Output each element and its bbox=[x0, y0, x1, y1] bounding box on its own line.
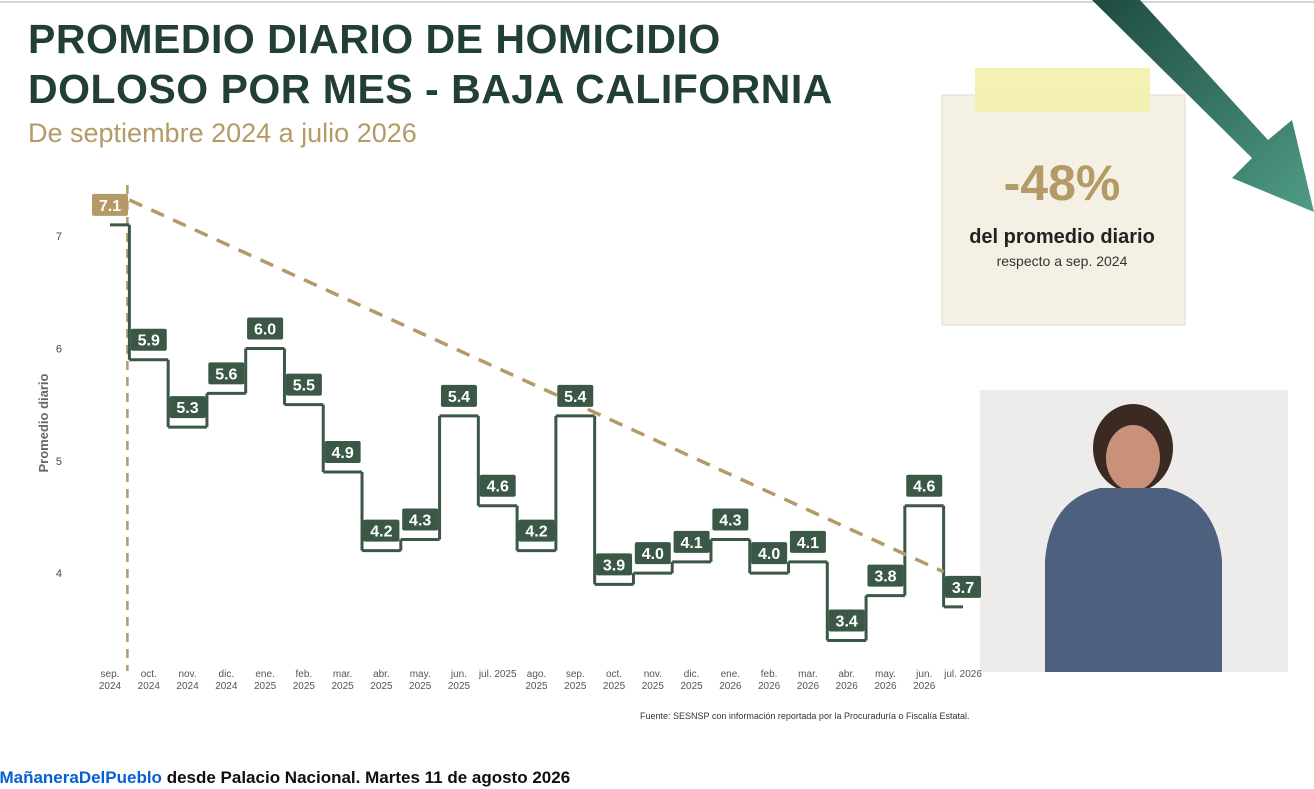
value-label: 4.1 bbox=[797, 535, 819, 552]
value-label: 5.3 bbox=[176, 400, 198, 417]
value-label-box bbox=[130, 328, 167, 351]
x-tick-label: nov. 2025 bbox=[641, 669, 664, 692]
value-label-box bbox=[285, 373, 322, 396]
y-tick-label: 7 bbox=[56, 231, 62, 243]
x-tick-label: mar. 2025 bbox=[331, 669, 354, 692]
caption-text: desde Palacio Nacional. Martes 11 de ago… bbox=[166, 768, 571, 787]
callout-line: respecto a sep. 2024 bbox=[997, 253, 1128, 269]
tape bbox=[975, 68, 1150, 112]
x-tick-label: abr. 2026 bbox=[835, 669, 858, 692]
value-label: 4.1 bbox=[680, 535, 702, 552]
value-label-box bbox=[324, 441, 361, 464]
arrow-decoration bbox=[1092, 0, 1314, 212]
value-label: 4.2 bbox=[370, 524, 392, 541]
x-tick-label: may. 2025 bbox=[409, 669, 432, 692]
value-label-box bbox=[867, 564, 904, 587]
chart-title: PROMEDIO DIARIO DE HOMICIDIO bbox=[28, 16, 721, 62]
value-label-box bbox=[906, 474, 943, 497]
hashtag[interactable]: #MañaneraDelPueblo bbox=[0, 768, 162, 787]
value-label: 7.1 bbox=[99, 198, 121, 215]
value-label-box bbox=[596, 553, 633, 576]
value-label: 4.0 bbox=[642, 546, 664, 563]
value-label: 4.3 bbox=[719, 512, 741, 529]
value-label-box bbox=[92, 193, 128, 216]
x-tick-label: jun. 2025 bbox=[447, 669, 471, 692]
value-label-box bbox=[518, 519, 555, 542]
value-label-box bbox=[363, 519, 400, 542]
x-tick-label: ene. 2025 bbox=[253, 669, 277, 692]
value-label-box bbox=[557, 384, 594, 407]
value-label-box bbox=[208, 362, 245, 385]
y-tick-label: 5 bbox=[56, 456, 62, 468]
value-label: 6.0 bbox=[254, 321, 276, 338]
value-label: 5.4 bbox=[448, 389, 470, 406]
x-tick-label: sep. 2024 bbox=[98, 669, 122, 692]
value-label-box bbox=[828, 609, 865, 632]
x-tick-label: jul. 2026 bbox=[944, 669, 982, 680]
x-tick-label: feb. 2025 bbox=[292, 669, 315, 692]
trend-line bbox=[128, 198, 945, 574]
value-label: 4.0 bbox=[758, 546, 780, 563]
value-label: 3.4 bbox=[836, 614, 858, 631]
chart-subtitle: De septiembre 2024 a julio 2026 bbox=[28, 118, 417, 148]
value-label-box bbox=[247, 317, 284, 340]
y-tick-label: 4 bbox=[56, 568, 62, 580]
value-label: 3.7 bbox=[952, 580, 974, 597]
x-tick-label: dic. 2024 bbox=[215, 669, 238, 692]
caption: #MañaneraDelPueblo desde Palacio Naciona… bbox=[0, 768, 570, 788]
value-label: 5.4 bbox=[564, 389, 586, 406]
x-tick-label: ene. 2026 bbox=[719, 669, 742, 692]
x-tick-label: may. 2026 bbox=[874, 669, 897, 692]
x-tick-label: nov. 2024 bbox=[176, 669, 199, 692]
value-label: 4.2 bbox=[525, 524, 547, 541]
x-tick-label: abr. 2025 bbox=[370, 669, 393, 692]
x-tick-label: sep. 2025 bbox=[564, 669, 587, 692]
source-note: Fuente: SESNSP con información reportada… bbox=[640, 711, 970, 721]
callout-line: del promedio diario bbox=[969, 226, 1155, 248]
x-tick-label: ago. 2025 bbox=[525, 669, 548, 692]
value-label: 3.9 bbox=[603, 557, 625, 574]
x-tick-label: oct. 2025 bbox=[602, 669, 626, 692]
y-axis-label: Promedio diario bbox=[36, 373, 51, 472]
x-tick-label: feb. 2026 bbox=[758, 669, 781, 692]
value-label-box bbox=[634, 542, 671, 565]
x-tick-label: oct. 2024 bbox=[137, 669, 160, 692]
value-label-box bbox=[789, 530, 826, 553]
value-label-box bbox=[169, 396, 206, 419]
y-tick-label: 6 bbox=[56, 343, 62, 355]
x-tick-label: jul. 2025 bbox=[478, 669, 517, 680]
value-label: 4.3 bbox=[409, 512, 431, 529]
x-tick-label: mar. 2026 bbox=[796, 669, 820, 692]
value-label: 5.9 bbox=[138, 333, 160, 350]
value-label: 5.6 bbox=[215, 366, 237, 383]
value-label: 5.5 bbox=[293, 378, 315, 395]
chart-title: DOLOSO POR MES - BAJA CALIFORNIA bbox=[28, 66, 833, 112]
value-label-box bbox=[440, 384, 477, 407]
value-label-box bbox=[712, 508, 749, 531]
value-label: 3.8 bbox=[874, 569, 896, 586]
value-label-box bbox=[402, 508, 439, 531]
callout-card bbox=[941, 94, 1186, 326]
value-label-box bbox=[673, 530, 710, 553]
callout-value: -48% bbox=[1004, 155, 1121, 211]
value-label: 4.9 bbox=[332, 445, 354, 462]
x-tick-label: jun. 2026 bbox=[913, 669, 936, 692]
value-label-box bbox=[479, 474, 516, 497]
value-label-box bbox=[751, 542, 788, 565]
value-label: 4.6 bbox=[487, 479, 509, 496]
interpreter-body bbox=[1045, 488, 1222, 672]
value-label-box bbox=[945, 575, 981, 598]
interpreter-face bbox=[1106, 425, 1160, 491]
x-tick-label: dic. 2025 bbox=[680, 669, 703, 692]
value-label: 4.6 bbox=[913, 479, 935, 496]
